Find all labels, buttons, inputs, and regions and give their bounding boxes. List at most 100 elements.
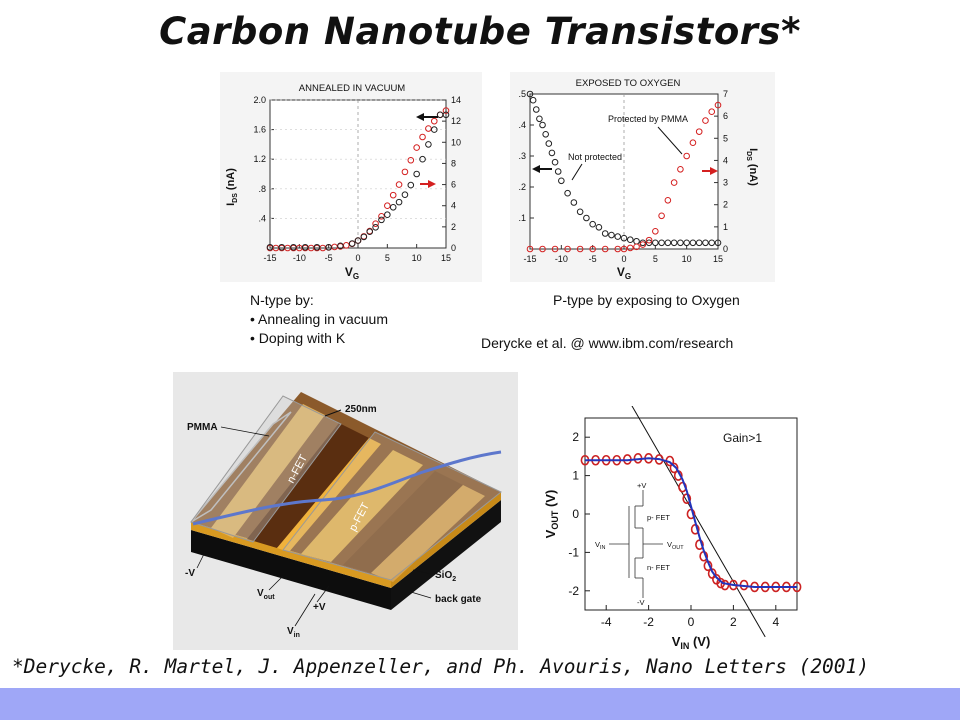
data-point (614, 233, 622, 240)
x-tick-label: -10 (555, 254, 568, 264)
annealed-y-right-ticks: 0 2 4 6 8 10 12 14 (442, 95, 461, 253)
data-point (652, 227, 659, 235)
data-point (442, 107, 450, 114)
data-point (442, 111, 450, 119)
data-point (301, 243, 309, 251)
data-point (366, 228, 374, 236)
data-point (378, 216, 385, 224)
data-point (589, 245, 596, 253)
data-point (689, 139, 697, 147)
data-point (658, 212, 665, 220)
citation: *Derycke, R. Martel, J. Appenzeller, and… (12, 655, 870, 678)
ntype-item: • Annealing in vacuum (250, 311, 388, 327)
data-point (645, 239, 653, 247)
data-point (372, 220, 379, 227)
data-point (558, 177, 565, 185)
data-point (658, 239, 665, 247)
inverter-data-marks (580, 406, 802, 638)
y-right-tick-label: 12 (451, 116, 461, 126)
svg-text:IDS(nA): IDS(nA) (225, 168, 239, 206)
data-point (645, 236, 653, 244)
data-point (677, 165, 684, 173)
not-protected-annotation: Not protected (568, 152, 622, 162)
data-point (425, 141, 432, 148)
data-point (413, 144, 420, 151)
data-point (601, 230, 609, 237)
data-point (526, 245, 534, 253)
data-point (576, 245, 584, 253)
data-point (419, 155, 426, 163)
data-point (714, 239, 722, 247)
x-tick-label: -15 (523, 254, 536, 264)
y-left-tick-label: 1.2 (253, 154, 266, 164)
data-point (384, 202, 391, 210)
annealed-data-marks (266, 107, 450, 252)
data-point (325, 243, 332, 251)
y-right-tick-label: 0 (451, 243, 456, 253)
footer-bar (0, 688, 960, 720)
data-point (539, 245, 546, 253)
y-right-tick-label: 3 (723, 178, 728, 188)
data-point (551, 245, 559, 253)
data-point (407, 181, 415, 189)
y-right-tick-label: 14 (451, 95, 461, 105)
data-point (664, 239, 672, 247)
y-left-tick-label: .1 (518, 213, 526, 223)
y-tick-label: 2 (572, 430, 579, 444)
left-axis-arrow-head (416, 113, 424, 121)
plus-v-label: +V (313, 602, 326, 613)
electrode-stripe (343, 471, 463, 573)
data-point (620, 245, 628, 253)
electrode-stripe (211, 404, 325, 538)
y-right-tick-label: 2 (451, 222, 456, 232)
y-left-tick-label: .8 (258, 184, 266, 194)
data-point (601, 245, 609, 253)
ntype-heading: N-type by: (250, 292, 314, 308)
electrode-stripe (371, 485, 485, 582)
circuit-pfet: p- FET (647, 513, 670, 522)
credit-note: Derycke et al. @ www.ibm.com/research (481, 335, 734, 351)
slide-title: Carbon Nanotube Transistors* (159, 10, 801, 53)
data-point (548, 149, 556, 157)
x-tick-label: -10 (293, 253, 306, 263)
oxygen-y-right-ticks: 0 1 2 3 4 5 6 7 (714, 89, 728, 254)
data-point (430, 126, 438, 133)
y-tick-label: -1 (568, 545, 579, 559)
x-tick-label: 10 (412, 253, 422, 263)
data-point (389, 204, 397, 211)
data-point (395, 181, 403, 188)
inverter-x-label: VIN (V) (672, 634, 711, 650)
x-tick-label: 2 (730, 615, 737, 629)
data-point (378, 212, 385, 220)
data-point (554, 168, 562, 175)
x-tick-label: 0 (621, 254, 626, 264)
oxygen-y-left-ticks: .1 .2 .3 .4 .5 (518, 89, 534, 223)
oxygen-chart: EXPOSED TO OXYGEN -15 -10 -5 0 5 10 15 .1.2.3.… (510, 72, 775, 282)
data-point (589, 220, 596, 228)
data-point (313, 243, 321, 251)
data-point (626, 244, 634, 252)
circuit-plus-v: +V (637, 481, 646, 490)
x-tick-label: -5 (589, 254, 597, 264)
data-point (526, 90, 534, 98)
inverter-x-ticks: -4 -2 0 2 4 (601, 605, 779, 629)
data-point (354, 237, 362, 244)
inverter-y-ticks: 2 1 0 -1 -2 (568, 430, 590, 598)
x-tick-label: 15 (713, 254, 723, 264)
y-tick-label: 0 (572, 507, 579, 521)
data-point (430, 117, 438, 125)
circuit-vout: VOUT (667, 540, 684, 551)
gain-annotation: Gain>1 (723, 431, 762, 445)
data-point (652, 239, 659, 247)
y-right-tick-label: 4 (451, 201, 456, 211)
data-point (669, 462, 679, 474)
ptype-note: P-type by exposing to Oxygen (553, 292, 740, 308)
x-tick-label: 0 (688, 615, 695, 629)
data-point (670, 179, 678, 186)
data-point (695, 128, 703, 135)
data-point (564, 245, 571, 253)
data-point (614, 245, 622, 253)
y-right-tick-label: 4 (723, 155, 728, 165)
electrode-stripe (277, 438, 381, 552)
data-point (278, 243, 286, 251)
